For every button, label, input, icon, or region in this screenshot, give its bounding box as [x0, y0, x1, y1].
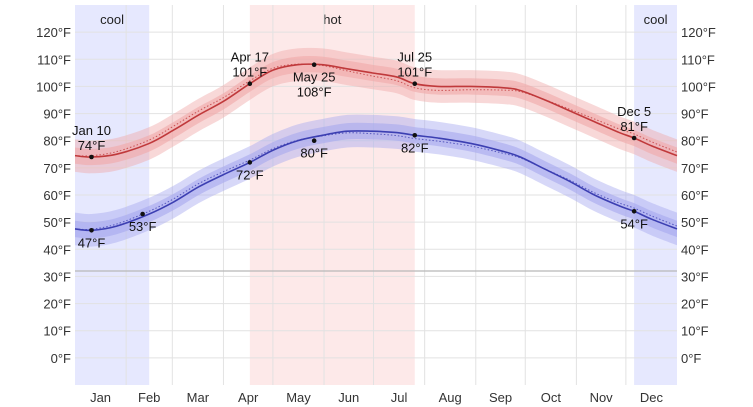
y-tick-left-10: 100°F: [36, 79, 71, 94]
series-1-line: [74, 130, 678, 232]
grid-lines: [75, 5, 677, 385]
annotation-point-7: [247, 160, 253, 165]
axis-labels: 0°F 0°F 10°F 10°F 20°F 20°F 30°F 30°F 40°F 40°F 50…: [36, 25, 716, 405]
annotation-temp-2: 108°F: [297, 85, 332, 100]
x-tick-may: May: [286, 390, 311, 405]
y-tick-left-4: 40°F: [43, 242, 71, 257]
y-tick-right-2: 20°F: [681, 297, 709, 312]
annotation-temp-3: 101°F: [397, 65, 432, 80]
annotation-point-10: [631, 208, 637, 214]
annotation-point-4: [631, 135, 637, 141]
series-0-reference-line: [74, 63, 678, 157]
y-tick-right-12: 120°F: [681, 25, 716, 40]
annotation-date-4: Dec 5: [617, 104, 651, 119]
annotation-temp-8: 80°F: [300, 146, 328, 161]
annotation-point-9: [412, 132, 418, 138]
annotation-point-6: [140, 211, 145, 217]
annotation-point-0: [89, 154, 94, 160]
y-tick-left-2: 20°F: [43, 297, 71, 312]
y-tick-right-5: 50°F: [681, 215, 709, 230]
y-tick-right-8: 80°F: [681, 134, 709, 149]
series-layer: [74, 47, 678, 247]
annotation-point-8: [311, 138, 317, 144]
annotation-date-0: Jan 10: [72, 123, 111, 138]
annotation-temp-4: 81°F: [620, 119, 648, 134]
x-tick-jan: Jan: [90, 390, 111, 405]
series-1-outer-band: [75, 114, 677, 247]
annotation-point-3: [412, 81, 418, 87]
x-tick-nov: Nov: [590, 390, 614, 405]
y-tick-right-10: 100°F: [681, 79, 716, 94]
y-tick-right-7: 70°F: [681, 161, 709, 176]
annotation-date-2: May 25: [293, 70, 336, 85]
annotation-point-2: [311, 62, 317, 68]
y-tick-right-11: 110°F: [681, 52, 715, 67]
season-label-2: cool: [644, 12, 668, 27]
y-tick-right-4: 40°F: [681, 242, 709, 257]
annotation-temp-6: 53°F: [129, 219, 157, 234]
x-tick-dec: Dec: [640, 390, 664, 405]
annotation-temp-5: 47°F: [78, 235, 106, 250]
series-1-reference-line: [74, 132, 678, 231]
annotation-temp-9: 82°F: [401, 140, 429, 155]
y-tick-right-6: 60°F: [681, 188, 709, 203]
annotation-date-1: Apr 17: [231, 50, 269, 65]
y-tick-left-1: 10°F: [43, 324, 71, 339]
y-tick-right-9: 90°F: [681, 107, 709, 122]
y-tick-left-8: 80°F: [43, 134, 71, 149]
y-tick-left-5: 50°F: [43, 215, 71, 230]
x-tick-apr: Apr: [238, 390, 259, 405]
annotation-point-1: [247, 81, 253, 87]
annotation-date-3: Jul 25: [397, 50, 432, 65]
x-tick-mar: Mar: [187, 390, 210, 405]
annotation-temp-10: 54°F: [620, 216, 648, 231]
series-0-outer-band: [75, 47, 677, 174]
series-0-line: [74, 63, 678, 158]
x-tick-sep: Sep: [489, 390, 512, 405]
x-tick-jul: Jul: [391, 390, 408, 405]
season-label-0: cool: [100, 12, 124, 27]
y-tick-left-3: 30°F: [43, 269, 71, 284]
x-tick-oct: Oct: [541, 390, 562, 405]
annotation-temp-1: 101°F: [232, 65, 267, 80]
series-0-inner-band: [75, 55, 677, 166]
season-label-1: hot: [323, 12, 341, 27]
y-tick-left-12: 120°F: [36, 25, 71, 40]
series-1-inner-band: [75, 122, 677, 239]
annotation-temp-0: 74°F: [78, 138, 106, 153]
y-tick-left-9: 90°F: [43, 107, 71, 122]
annotation-point-5: [89, 227, 94, 233]
y-tick-right-3: 30°F: [681, 269, 709, 284]
y-tick-right-0: 0°F: [681, 351, 701, 366]
y-tick-left-0: 0°F: [51, 351, 71, 366]
y-tick-left-7: 70°F: [43, 161, 71, 176]
y-tick-left-6: 60°F: [43, 188, 71, 203]
y-tick-left-11: 110°F: [37, 52, 71, 67]
x-tick-jun: Jun: [338, 390, 359, 405]
annotation-temp-7: 72°F: [236, 167, 264, 182]
x-tick-feb: Feb: [138, 390, 160, 405]
x-tick-aug: Aug: [439, 390, 462, 405]
y-tick-right-1: 10°F: [681, 324, 709, 339]
